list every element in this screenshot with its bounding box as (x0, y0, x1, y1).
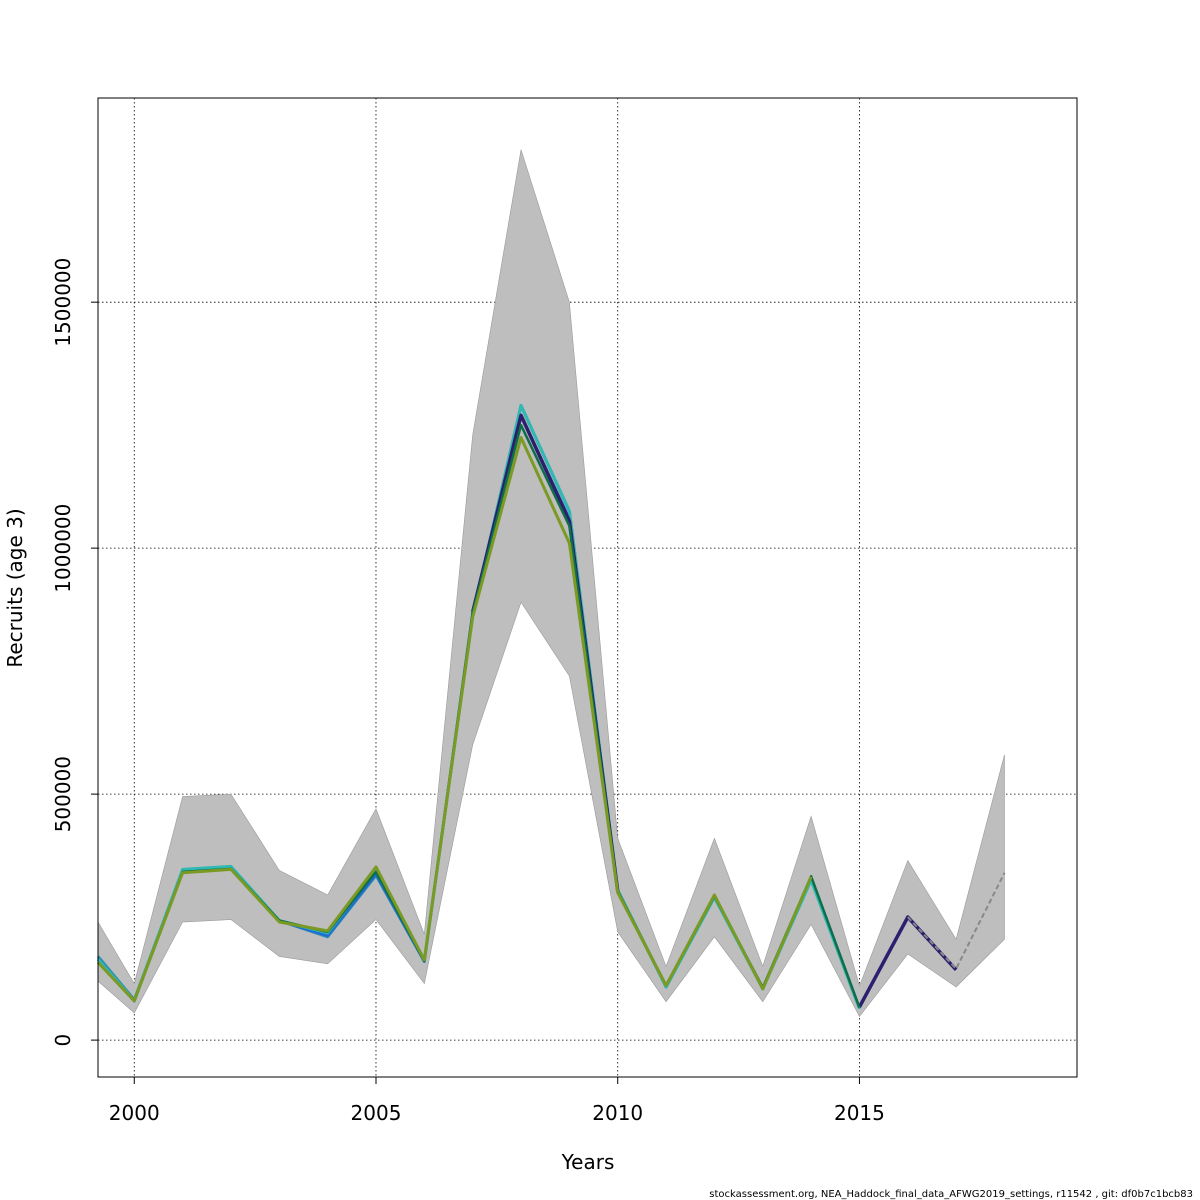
series-lines (96, 404, 1006, 1010)
y-axis-title: Recruits (age 3) (3, 508, 27, 667)
series-line-6 (96, 436, 813, 1003)
y-tick-label: 500000 (51, 756, 75, 832)
footer-note: stockassessment.org, NEA_Haddock_final_d… (709, 1189, 1193, 1200)
x-axis-title: Years (561, 1150, 615, 1174)
y-axis-ticks: 0 500000 1000000 1500000 (51, 258, 98, 1047)
x-tick-label: 2005 (351, 1101, 402, 1125)
confidence-band-area (97, 149, 1005, 1018)
plot-frame (97, 97, 1078, 1078)
x-axis-ticks: 2000 2005 2010 2015 (109, 1077, 885, 1125)
x-tick-label: 2015 (834, 1101, 885, 1125)
y-tick-label: 1500000 (51, 258, 75, 347)
y-tick-label: 1000000 (51, 504, 75, 593)
x-tick-label: 2000 (109, 1101, 160, 1125)
x-tick-label: 2010 (592, 1101, 643, 1125)
y-tick-label: 0 (51, 1034, 75, 1047)
confidence-band (97, 149, 1005, 1018)
